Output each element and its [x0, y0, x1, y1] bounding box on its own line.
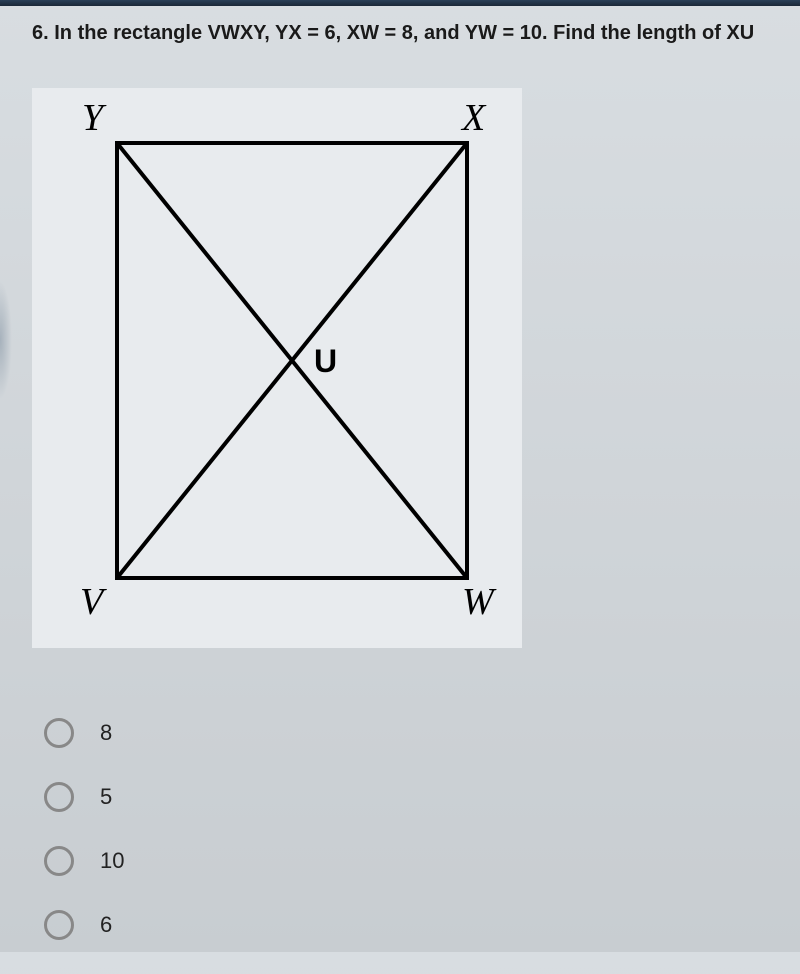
rectangle-svg — [32, 88, 522, 648]
option-row[interactable]: 5 — [44, 782, 124, 812]
answer-options: 8 5 10 6 — [44, 718, 124, 974]
option-label: 6 — [100, 912, 112, 938]
radio-icon[interactable] — [44, 718, 74, 748]
question-body: In the rectangle VWXY, YX = 6, XW = 8, a… — [54, 22, 754, 44]
radio-icon[interactable] — [44, 846, 74, 876]
geometry-diagram: Y X V W U — [32, 88, 522, 648]
vertex-w-label: W — [462, 580, 494, 624]
option-label: 5 — [100, 784, 112, 810]
option-label: 10 — [100, 848, 124, 874]
center-u-label: U — [314, 343, 337, 380]
question-number: 6. — [32, 22, 49, 44]
option-row[interactable]: 10 — [44, 846, 124, 876]
vertex-y-label: Y — [82, 96, 103, 140]
radio-icon[interactable] — [44, 910, 74, 940]
option-row[interactable]: 8 — [44, 718, 124, 748]
top-border-bar — [0, 0, 800, 6]
side-glow — [0, 280, 12, 400]
question-text: 6. In the rectangle VWXY, YX = 6, XW = 8… — [32, 22, 754, 45]
vertex-v-label: V — [80, 580, 103, 624]
radio-icon[interactable] — [44, 782, 74, 812]
vertex-x-label: X — [462, 96, 485, 140]
option-label: 8 — [100, 720, 112, 746]
option-row[interactable]: 6 — [44, 910, 124, 940]
